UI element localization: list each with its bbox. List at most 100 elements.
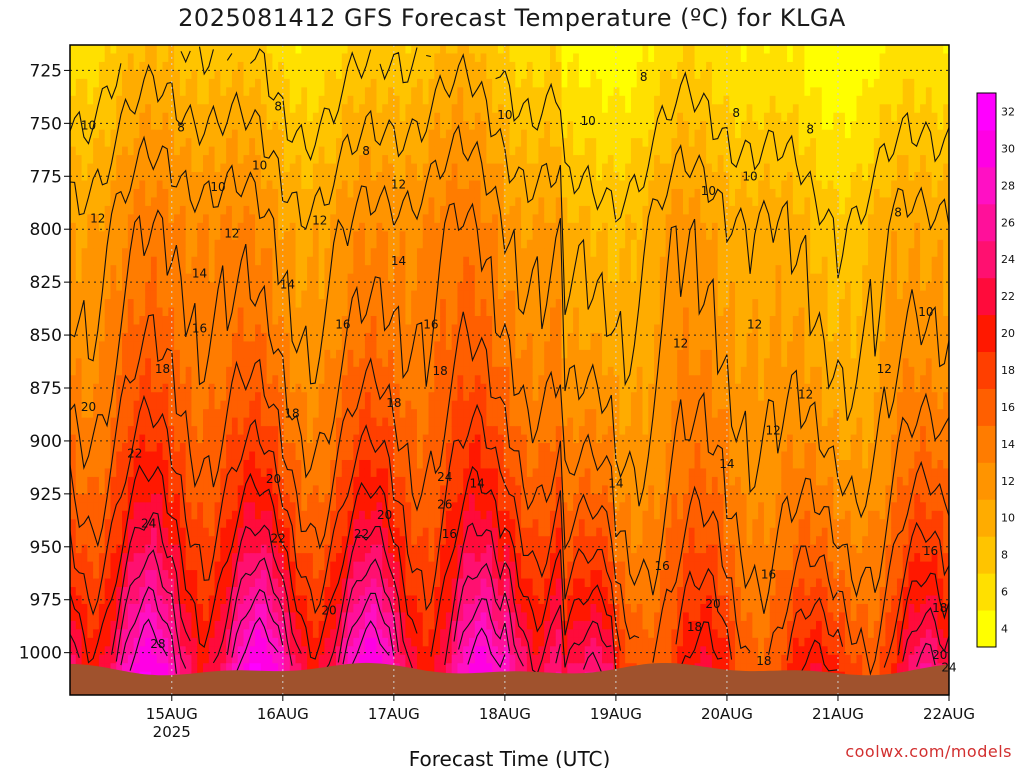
field-cell bbox=[133, 70, 140, 80]
field-cell bbox=[237, 146, 245, 156]
field-cell bbox=[382, 205, 389, 215]
field-cell bbox=[272, 231, 279, 241]
field-cell bbox=[98, 426, 106, 436]
field-cell bbox=[405, 104, 412, 114]
field-cell bbox=[220, 197, 227, 207]
field-cell bbox=[139, 146, 146, 156]
field-cell bbox=[179, 129, 187, 139]
field-cell bbox=[70, 70, 77, 80]
field-cell bbox=[145, 578, 152, 588]
field-cell bbox=[255, 553, 262, 563]
field-cell bbox=[283, 78, 291, 88]
field-cell bbox=[156, 663, 164, 673]
field-cell bbox=[289, 451, 297, 461]
field-cell bbox=[428, 180, 435, 190]
field-cell bbox=[249, 138, 256, 148]
field-cell bbox=[237, 603, 245, 614]
field-cell bbox=[162, 53, 169, 63]
field-cell bbox=[139, 163, 146, 173]
field-cell bbox=[393, 409, 401, 419]
field-cell bbox=[422, 663, 430, 673]
field-cell bbox=[122, 214, 129, 224]
field-cell bbox=[93, 112, 100, 122]
field-cell bbox=[382, 358, 389, 368]
field-cell bbox=[405, 620, 412, 630]
field-cell bbox=[70, 603, 77, 614]
field-cell bbox=[185, 493, 193, 503]
field-cell bbox=[231, 197, 239, 207]
field-cell bbox=[336, 349, 343, 359]
field-cell bbox=[203, 332, 210, 343]
field-cell bbox=[93, 510, 100, 520]
field-cell bbox=[324, 70, 331, 80]
field-cell bbox=[104, 180, 112, 190]
field-cell bbox=[156, 570, 164, 580]
field-cell bbox=[364, 138, 372, 148]
field-cell bbox=[347, 341, 354, 351]
field-cell bbox=[428, 231, 435, 241]
field-cell bbox=[220, 493, 227, 503]
field-cell bbox=[376, 53, 383, 63]
field-cell bbox=[116, 53, 123, 63]
field-cell bbox=[376, 468, 383, 478]
field-cell bbox=[133, 646, 140, 656]
field-cell bbox=[104, 95, 112, 105]
field-cell bbox=[197, 332, 204, 343]
field-cell bbox=[416, 426, 424, 436]
field-cell bbox=[133, 324, 140, 334]
field-cell bbox=[330, 383, 337, 393]
field-cell bbox=[388, 112, 395, 122]
field-cell bbox=[330, 629, 337, 639]
field-cell bbox=[260, 163, 268, 173]
field-cell bbox=[93, 307, 100, 317]
field-cell bbox=[255, 434, 262, 444]
field-cell bbox=[214, 104, 221, 114]
field-cell bbox=[295, 392, 302, 402]
field-cell bbox=[370, 222, 378, 232]
field-cell bbox=[226, 451, 233, 461]
field-cell bbox=[203, 646, 210, 656]
field-cell bbox=[98, 104, 106, 114]
field-cell bbox=[260, 87, 268, 97]
field-cell bbox=[440, 553, 447, 563]
field-cell bbox=[93, 476, 100, 486]
field-cell bbox=[347, 129, 354, 139]
field-cell bbox=[231, 45, 239, 55]
field-cell bbox=[301, 620, 308, 630]
field-cell bbox=[145, 392, 152, 402]
field-cell bbox=[139, 45, 146, 55]
field-cell bbox=[220, 222, 227, 232]
field-cell bbox=[312, 451, 320, 461]
field-cell bbox=[411, 121, 418, 131]
field-cell bbox=[382, 561, 389, 571]
field-cell bbox=[416, 485, 424, 495]
field-cell bbox=[156, 341, 164, 351]
field-cell bbox=[226, 443, 233, 453]
field-cell bbox=[93, 426, 100, 436]
field-cell bbox=[75, 493, 83, 503]
field-cell bbox=[324, 112, 331, 122]
field-cell bbox=[75, 434, 83, 444]
field-cell bbox=[347, 426, 354, 436]
field-cell bbox=[307, 587, 314, 597]
field-cell bbox=[370, 265, 378, 275]
field-cell bbox=[87, 595, 94, 605]
field-cell bbox=[249, 349, 256, 359]
field-cell bbox=[330, 332, 337, 343]
field-cell bbox=[266, 239, 273, 249]
field-cell bbox=[139, 392, 146, 402]
field-cell bbox=[278, 502, 285, 512]
field-cell bbox=[330, 578, 337, 588]
field-cell bbox=[249, 629, 256, 639]
field-cell bbox=[116, 231, 123, 241]
field-cell bbox=[110, 663, 117, 673]
field-cell bbox=[260, 95, 268, 105]
field-cell bbox=[197, 188, 204, 199]
field-cell bbox=[416, 239, 424, 249]
field-cell bbox=[75, 536, 83, 546]
field-cell bbox=[359, 163, 366, 173]
field-cell bbox=[93, 282, 100, 292]
field-cell bbox=[87, 273, 94, 283]
field-cell bbox=[260, 595, 268, 605]
field-cell bbox=[197, 180, 204, 190]
